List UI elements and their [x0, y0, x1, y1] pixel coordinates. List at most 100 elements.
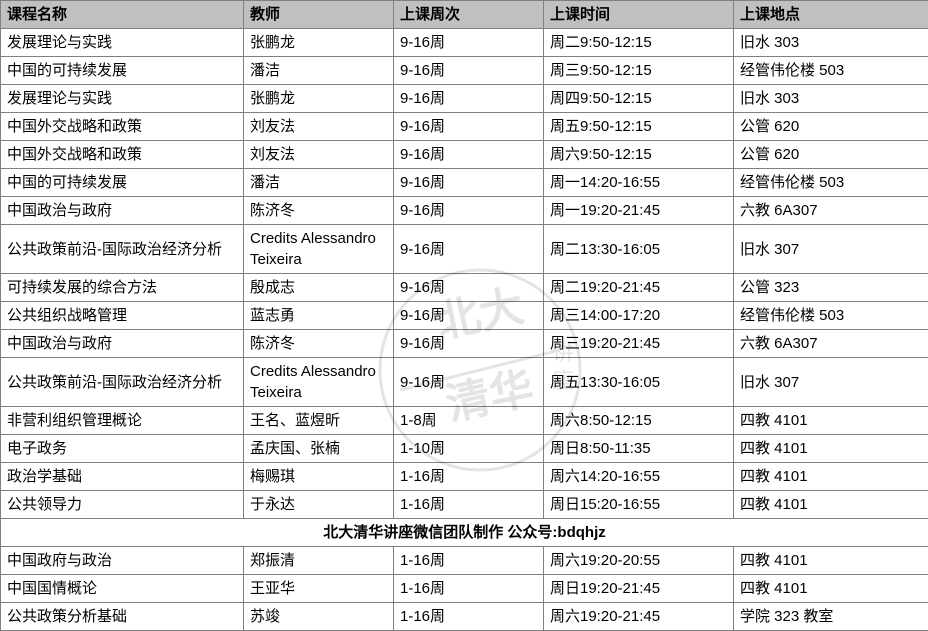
- cell-location: 旧水 307: [734, 358, 928, 407]
- cell-course: 公共政策前沿-国际政治经济分析: [1, 358, 244, 407]
- cell-course: 可持续发展的综合方法: [1, 274, 244, 302]
- table-row: 公共政策前沿-国际政治经济分析Credits Alessandro Teixei…: [1, 225, 928, 274]
- cell-course: 公共政策分析基础: [1, 603, 244, 631]
- cell-location: 旧水 303: [734, 29, 928, 57]
- cell-weeks: 9-16周: [394, 141, 544, 169]
- footer-text: 北大清华讲座微信团队制作 公众号:bdqhjz: [1, 519, 928, 547]
- col-header-teacher: 教师: [244, 1, 394, 29]
- table-header-row: 课程名称教师上课周次上课时间上课地点: [1, 1, 928, 29]
- cell-location: 六教 6A307: [734, 197, 928, 225]
- cell-location: 四教 4101: [734, 575, 928, 603]
- cell-location: 四教 4101: [734, 491, 928, 519]
- cell-time: 周三14:00-17:20: [544, 302, 734, 330]
- cell-teacher: 蓝志勇: [244, 302, 394, 330]
- cell-course: 发展理论与实践: [1, 29, 244, 57]
- table-row: 非营利组织管理概论王名、蓝煜昕1-8周周六8:50-12:15四教 4101: [1, 407, 928, 435]
- cell-time: 周六14:20-16:55: [544, 463, 734, 491]
- cell-location: 经管伟伦楼 503: [734, 57, 928, 85]
- cell-time: 周一19:20-21:45: [544, 197, 734, 225]
- cell-course: 中国外交战略和政策: [1, 141, 244, 169]
- cell-weeks: 1-16周: [394, 491, 544, 519]
- cell-weeks: 9-16周: [394, 29, 544, 57]
- col-header-location: 上课地点: [734, 1, 928, 29]
- cell-location: 四教 4101: [734, 407, 928, 435]
- table-row: 中国政治与政府陈济冬9-16周周三19:20-21:45六教 6A307: [1, 330, 928, 358]
- cell-course: 非营利组织管理概论: [1, 407, 244, 435]
- table-row: 中国政府与政治郑振清1-16周周六19:20-20:55四教 4101: [1, 547, 928, 575]
- cell-time: 周日19:20-21:45: [544, 575, 734, 603]
- footer-row: 北大清华讲座微信团队制作 公众号:bdqhjz: [1, 519, 928, 547]
- table-row: 发展理论与实践张鹏龙9-16周周四9:50-12:15旧水 303: [1, 85, 928, 113]
- table-row: 公共政策分析基础苏竣1-16周周六19:20-21:45学院 323 教室: [1, 603, 928, 631]
- cell-teacher: 苏竣: [244, 603, 394, 631]
- cell-teacher: 潘洁: [244, 57, 394, 85]
- cell-location: 旧水 307: [734, 225, 928, 274]
- table-row: 中国的可持续发展潘洁9-16周周一14:20-16:55经管伟伦楼 503: [1, 169, 928, 197]
- cell-weeks: 1-8周: [394, 407, 544, 435]
- cell-course: 公共政策前沿-国际政治经济分析: [1, 225, 244, 274]
- cell-course: 发展理论与实践: [1, 85, 244, 113]
- cell-teacher: 刘友法: [244, 113, 394, 141]
- cell-teacher: 殷成志: [244, 274, 394, 302]
- cell-time: 周二13:30-16:05: [544, 225, 734, 274]
- cell-location: 学院 323 教室: [734, 603, 928, 631]
- cell-location: 旧水 303: [734, 85, 928, 113]
- course-table: 课程名称教师上课周次上课时间上课地点 发展理论与实践张鹏龙9-16周周二9:50…: [0, 0, 928, 631]
- cell-teacher: 陈济冬: [244, 330, 394, 358]
- cell-weeks: 9-16周: [394, 274, 544, 302]
- cell-location: 四教 4101: [734, 435, 928, 463]
- cell-teacher: 梅赐琪: [244, 463, 394, 491]
- cell-teacher: 郑振清: [244, 547, 394, 575]
- cell-course: 中国政治与政府: [1, 330, 244, 358]
- cell-weeks: 9-16周: [394, 113, 544, 141]
- cell-course: 公共组织战略管理: [1, 302, 244, 330]
- cell-weeks: 9-16周: [394, 358, 544, 407]
- table-row: 中国政治与政府陈济冬9-16周周一19:20-21:45六教 6A307: [1, 197, 928, 225]
- table-row: 公共组织战略管理蓝志勇9-16周周三14:00-17:20经管伟伦楼 503: [1, 302, 928, 330]
- cell-weeks: 9-16周: [394, 302, 544, 330]
- cell-course: 电子政务: [1, 435, 244, 463]
- cell-teacher: 陈济冬: [244, 197, 394, 225]
- cell-time: 周日8:50-11:35: [544, 435, 734, 463]
- col-header-weeks: 上课周次: [394, 1, 544, 29]
- col-header-time: 上课时间: [544, 1, 734, 29]
- table-row: 公共政策前沿-国际政治经济分析Credits Alessandro Teixei…: [1, 358, 928, 407]
- cell-time: 周六19:20-21:45: [544, 603, 734, 631]
- cell-location: 公管 323: [734, 274, 928, 302]
- cell-course: 中国国情概论: [1, 575, 244, 603]
- table-row: 电子政务孟庆国、张楠1-10周周日8:50-11:35四教 4101: [1, 435, 928, 463]
- cell-teacher: 于永达: [244, 491, 394, 519]
- cell-course: 中国外交战略和政策: [1, 113, 244, 141]
- cell-time: 周二19:20-21:45: [544, 274, 734, 302]
- table-row: 中国外交战略和政策刘友法9-16周周六9:50-12:15公管 620: [1, 141, 928, 169]
- col-header-course: 课程名称: [1, 1, 244, 29]
- cell-weeks: 1-10周: [394, 435, 544, 463]
- cell-weeks: 9-16周: [394, 197, 544, 225]
- cell-teacher: 王名、蓝煜昕: [244, 407, 394, 435]
- cell-weeks: 1-16周: [394, 463, 544, 491]
- table-row: 中国国情概论王亚华1-16周周日19:20-21:45四教 4101: [1, 575, 928, 603]
- cell-time: 周三19:20-21:45: [544, 330, 734, 358]
- table-row: 中国的可持续发展潘洁9-16周周三9:50-12:15经管伟伦楼 503: [1, 57, 928, 85]
- cell-weeks: 1-16周: [394, 603, 544, 631]
- cell-time: 周六9:50-12:15: [544, 141, 734, 169]
- cell-teacher: 孟庆国、张楠: [244, 435, 394, 463]
- cell-weeks: 9-16周: [394, 225, 544, 274]
- cell-weeks: 9-16周: [394, 85, 544, 113]
- table-row: 发展理论与实践张鹏龙9-16周周二9:50-12:15旧水 303: [1, 29, 928, 57]
- cell-course: 公共领导力: [1, 491, 244, 519]
- table-row: 政治学基础梅赐琪1-16周周六14:20-16:55四教 4101: [1, 463, 928, 491]
- cell-time: 周四9:50-12:15: [544, 85, 734, 113]
- cell-course: 中国的可持续发展: [1, 169, 244, 197]
- cell-location: 经管伟伦楼 503: [734, 169, 928, 197]
- cell-location: 六教 6A307: [734, 330, 928, 358]
- cell-location: 公管 620: [734, 141, 928, 169]
- table-row: 可持续发展的综合方法殷成志9-16周周二19:20-21:45公管 323: [1, 274, 928, 302]
- cell-course: 政治学基础: [1, 463, 244, 491]
- cell-teacher: 张鹏龙: [244, 29, 394, 57]
- cell-weeks: 9-16周: [394, 57, 544, 85]
- table-body: 发展理论与实践张鹏龙9-16周周二9:50-12:15旧水 303中国的可持续发…: [1, 29, 928, 631]
- cell-teacher: Credits Alessandro Teixeira: [244, 225, 394, 274]
- cell-teacher: 王亚华: [244, 575, 394, 603]
- cell-time: 周六19:20-20:55: [544, 547, 734, 575]
